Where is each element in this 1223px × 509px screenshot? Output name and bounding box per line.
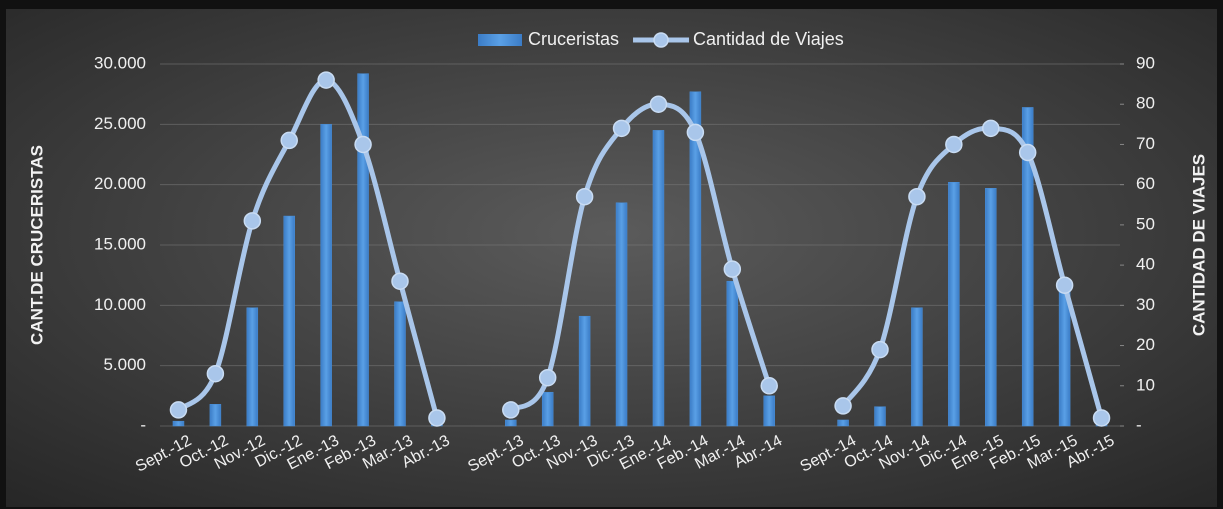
bar <box>726 280 739 427</box>
y2-tick-label: 80 <box>1136 94 1155 113</box>
bar <box>394 301 406 427</box>
bar <box>283 215 295 427</box>
bar <box>874 406 886 427</box>
line-marker <box>169 401 188 419</box>
y2-tick-label: 40 <box>1136 255 1155 274</box>
line-marker <box>612 119 631 138</box>
line-marker <box>280 131 298 150</box>
y-tick-label: 15.000 <box>94 234 146 253</box>
line-marker <box>908 187 926 206</box>
legend-label: Cruceristas <box>528 29 619 49</box>
line-marker <box>1055 276 1074 294</box>
line-marker <box>871 340 889 359</box>
bar <box>763 395 775 427</box>
line-marker <box>206 364 225 383</box>
legend-swatch <box>478 34 522 46</box>
bar <box>320 124 332 427</box>
bar <box>911 307 923 427</box>
chart-background <box>6 9 1217 507</box>
y-tick-label: 10.000 <box>94 295 146 314</box>
line-marker <box>686 123 705 142</box>
bar <box>837 419 849 427</box>
y2-tick-label: 70 <box>1136 134 1155 153</box>
y2-tick-label: 60 <box>1136 174 1155 193</box>
y2-tick-label: - <box>1136 415 1142 434</box>
y-tick-label: 25.000 <box>94 114 146 133</box>
bar <box>578 315 591 427</box>
y2-tick-label: 30 <box>1136 295 1155 314</box>
y2-tick-label: 50 <box>1136 214 1155 233</box>
y-axis-label: CANT.DE CRUCERISTAS <box>27 145 46 345</box>
line-marker <box>428 409 446 427</box>
legend-label: Cantidad de Viajes <box>693 29 844 49</box>
bar <box>357 73 369 427</box>
line-marker <box>1092 409 1111 427</box>
bar <box>172 420 185 427</box>
line-marker <box>502 401 520 419</box>
bar <box>689 91 702 427</box>
line-marker <box>317 71 335 89</box>
legend: Cruceristas Cantidad de Viajes <box>478 29 844 49</box>
bar <box>652 130 665 427</box>
line-marker <box>649 95 668 113</box>
bar <box>985 188 997 427</box>
y2-axis-label: CANTIDAD DE VIAJES <box>1189 154 1208 336</box>
y2-tick-label: 90 <box>1136 53 1155 72</box>
bar <box>1021 107 1034 427</box>
line-marker <box>391 272 409 290</box>
line-marker <box>354 135 372 154</box>
bar <box>209 404 222 427</box>
y-tick-label: 30.000 <box>94 53 146 72</box>
line-marker <box>243 212 262 230</box>
y-tick-label: 5.000 <box>103 355 146 374</box>
y2-tick-label: 20 <box>1136 335 1155 354</box>
bar <box>505 419 517 427</box>
legend-marker <box>653 32 669 48</box>
line-marker <box>834 397 852 415</box>
bar <box>246 307 259 427</box>
line-marker <box>575 187 594 206</box>
y-tick-label: - <box>140 415 146 434</box>
y-tick-label: 20.000 <box>94 174 146 193</box>
line-marker <box>982 119 1000 138</box>
y2-tick-label: 10 <box>1136 375 1155 394</box>
bar <box>541 391 554 427</box>
line-marker <box>945 135 963 154</box>
line-marker <box>538 368 557 387</box>
line-marker <box>723 260 742 278</box>
line-marker <box>760 377 778 395</box>
bar <box>948 182 960 427</box>
bar <box>615 202 628 427</box>
line-marker <box>1018 143 1037 162</box>
